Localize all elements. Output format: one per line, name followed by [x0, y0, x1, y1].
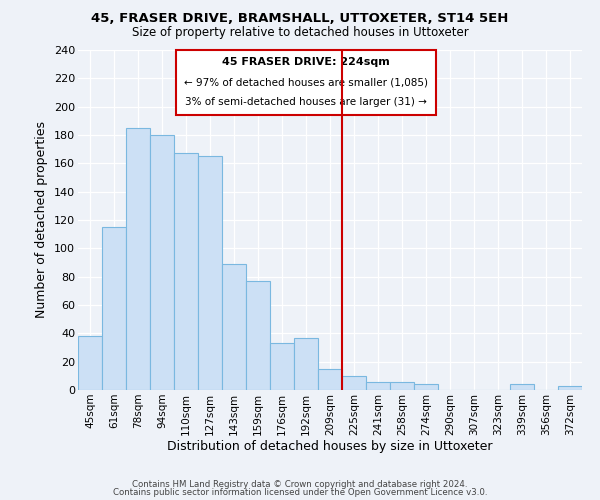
- Text: 45 FRASER DRIVE: 224sqm: 45 FRASER DRIVE: 224sqm: [222, 57, 390, 67]
- Text: Contains public sector information licensed under the Open Government Licence v3: Contains public sector information licen…: [113, 488, 487, 497]
- Bar: [126, 128, 150, 390]
- Bar: [558, 386, 582, 390]
- Text: 3% of semi-detached houses are larger (31) →: 3% of semi-detached houses are larger (3…: [185, 96, 427, 106]
- Y-axis label: Number of detached properties: Number of detached properties: [35, 122, 49, 318]
- Bar: [174, 154, 198, 390]
- FancyBboxPatch shape: [176, 50, 436, 115]
- Bar: [102, 227, 126, 390]
- Bar: [390, 382, 414, 390]
- Text: Size of property relative to detached houses in Uttoxeter: Size of property relative to detached ho…: [131, 26, 469, 39]
- Text: ← 97% of detached houses are smaller (1,085): ← 97% of detached houses are smaller (1,…: [184, 78, 428, 88]
- Bar: [78, 336, 102, 390]
- Bar: [150, 135, 174, 390]
- Text: Contains HM Land Registry data © Crown copyright and database right 2024.: Contains HM Land Registry data © Crown c…: [132, 480, 468, 489]
- Bar: [222, 264, 246, 390]
- Text: 45, FRASER DRIVE, BRAMSHALL, UTTOXETER, ST14 5EH: 45, FRASER DRIVE, BRAMSHALL, UTTOXETER, …: [91, 12, 509, 26]
- Bar: [246, 281, 270, 390]
- Bar: [510, 384, 534, 390]
- Bar: [294, 338, 318, 390]
- Bar: [414, 384, 438, 390]
- Bar: [198, 156, 222, 390]
- Bar: [366, 382, 390, 390]
- X-axis label: Distribution of detached houses by size in Uttoxeter: Distribution of detached houses by size …: [167, 440, 493, 454]
- Bar: [270, 343, 294, 390]
- Bar: [342, 376, 366, 390]
- Bar: [318, 369, 342, 390]
